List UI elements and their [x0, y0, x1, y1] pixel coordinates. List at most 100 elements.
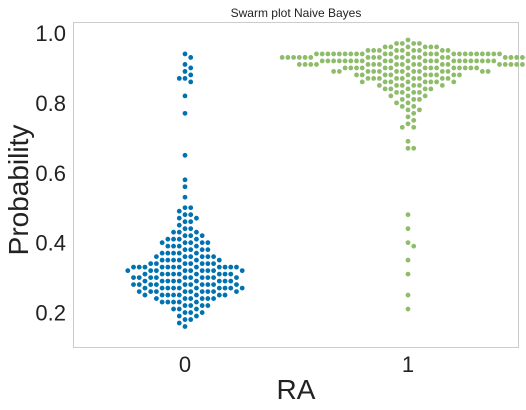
swarm-point-ra-0	[136, 275, 142, 281]
swarm-point-ra-1	[497, 62, 502, 67]
swarm-point-ra-1	[422, 79, 428, 85]
swarm-point-ra-1	[394, 83, 399, 88]
swarm-point-ra-1	[428, 44, 434, 50]
swarm-point-ra-0	[188, 72, 194, 78]
swarm-point-ra-0	[239, 268, 245, 274]
swarm-point-ra-1	[468, 51, 474, 57]
swarm-point-ra-1	[405, 72, 411, 78]
swarm-point-ra-1	[474, 58, 480, 64]
swarm-point-ra-0	[176, 229, 182, 235]
swarm-point-ra-1	[485, 58, 491, 64]
swarm-point-ra-1	[319, 58, 325, 64]
swarm-point-ra-0	[142, 292, 148, 298]
swarm-point-ra-1	[411, 110, 417, 116]
swarm-point-ra-1	[434, 51, 439, 57]
swarm-point-ra-0	[171, 285, 176, 291]
swarm-point-ra-0	[171, 299, 176, 305]
swarm-point-ra-1	[417, 48, 422, 53]
swarm-point-ra-0	[182, 205, 188, 211]
swarm-point-ra-0	[159, 278, 165, 284]
swarm-point-ra-0	[182, 51, 188, 57]
swarm-point-ra-1	[377, 76, 382, 81]
swarm-point-ra-0	[188, 240, 194, 246]
swarm-point-ra-1	[422, 72, 428, 78]
swarm-point-ra-0	[165, 257, 171, 263]
swarm-point-ra-1	[479, 69, 485, 74]
swarm-point-ra-1	[399, 62, 405, 67]
swarm-point-ra-0	[194, 271, 199, 277]
swarm-point-ra-0	[188, 261, 194, 267]
swarm-point-ra-0	[171, 243, 176, 249]
swarm-point-ra-0	[205, 296, 211, 301]
swarm-point-ra-0	[154, 254, 159, 260]
swarm-point-ra-1	[388, 93, 394, 99]
swarm-point-ra-0	[171, 229, 176, 235]
swarm-point-ra-1	[388, 51, 394, 57]
swarm-point-ra-1	[422, 93, 428, 99]
swarm-point-ra-0	[205, 282, 211, 287]
swarm-point-ra-0	[171, 236, 176, 242]
swarm-point-ra-1	[325, 51, 331, 57]
swarm-point-ra-0	[171, 278, 176, 284]
swarm-point-ra-0	[165, 278, 171, 284]
swarm-point-ra-0	[176, 243, 182, 249]
swarm-point-ra-0	[171, 271, 176, 277]
swarm-point-ra-0	[188, 268, 194, 274]
swarm-point-ra-1	[445, 69, 451, 74]
swarm-point-ra-0	[182, 69, 188, 74]
swarm-point-ra-1	[394, 41, 399, 46]
swarm-point-ra-1	[405, 306, 411, 312]
swarm-point-ra-1	[405, 257, 411, 263]
swarm-point-ra-0	[159, 250, 165, 256]
swarm-point-ra-0	[159, 285, 165, 291]
swarm-point-ra-1	[394, 100, 399, 106]
swarm-point-ra-0	[188, 79, 194, 85]
swarm-point-ra-0	[148, 261, 154, 267]
data-points	[125, 37, 526, 329]
swarm-point-ra-0	[188, 310, 194, 315]
swarm-point-ra-1	[399, 76, 405, 81]
swarm-point-ra-0	[182, 226, 188, 232]
swarm-point-ra-0	[182, 247, 188, 253]
swarm-point-ra-1	[422, 65, 428, 71]
y-tick-label: 0.4	[35, 231, 66, 256]
swarm-point-ra-0	[188, 219, 194, 225]
swarm-point-ra-1	[451, 58, 457, 64]
swarm-point-ra-0	[194, 299, 199, 305]
swarm-point-ra-0	[148, 289, 154, 294]
swarm-point-ra-0	[194, 264, 199, 270]
swarm-point-ra-1	[428, 51, 434, 57]
swarm-point-ra-0	[199, 240, 205, 246]
swarm-point-ra-1	[382, 79, 388, 85]
swarm-point-ra-1	[399, 96, 405, 102]
swarm-point-ra-0	[182, 212, 188, 218]
swarm-point-ra-1	[302, 55, 308, 60]
swarm-point-ra-1	[428, 58, 434, 64]
swarm-point-ra-0	[216, 257, 222, 263]
swarm-point-ra-1	[359, 58, 365, 64]
swarm-point-ra-1	[365, 48, 371, 53]
swarm-point-ra-1	[359, 72, 365, 78]
swarm-point-ra-1	[491, 51, 497, 57]
swarm-point-ra-1	[399, 103, 405, 109]
swarm-point-ra-0	[205, 247, 211, 253]
swarm-point-ra-1	[411, 89, 417, 95]
swarm-point-ra-0	[199, 254, 205, 260]
y-axis-ticks: 0.2 0.4 0.6 0.8 1.0	[35, 21, 66, 326]
swarm-point-ra-1	[417, 89, 422, 95]
swarm-point-ra-1	[348, 58, 354, 64]
swarm-point-ra-1	[417, 55, 422, 60]
swarm-point-ra-1	[371, 48, 377, 53]
swarm-point-ra-1	[394, 48, 399, 53]
swarm-point-ra-1	[508, 62, 514, 67]
swarm-point-ra-1	[434, 72, 439, 78]
swarm-point-ra-1	[479, 51, 485, 57]
swarm-point-ra-0	[171, 250, 176, 256]
swarm-point-ra-0	[131, 264, 136, 270]
swarm-point-ra-0	[199, 296, 205, 301]
swarm-point-ra-1	[325, 58, 331, 64]
swarm-point-ra-0	[176, 76, 182, 81]
swarm-point-ra-1	[457, 58, 462, 64]
swarm-point-ra-0	[154, 275, 159, 281]
swarm-point-ra-1	[354, 65, 359, 71]
